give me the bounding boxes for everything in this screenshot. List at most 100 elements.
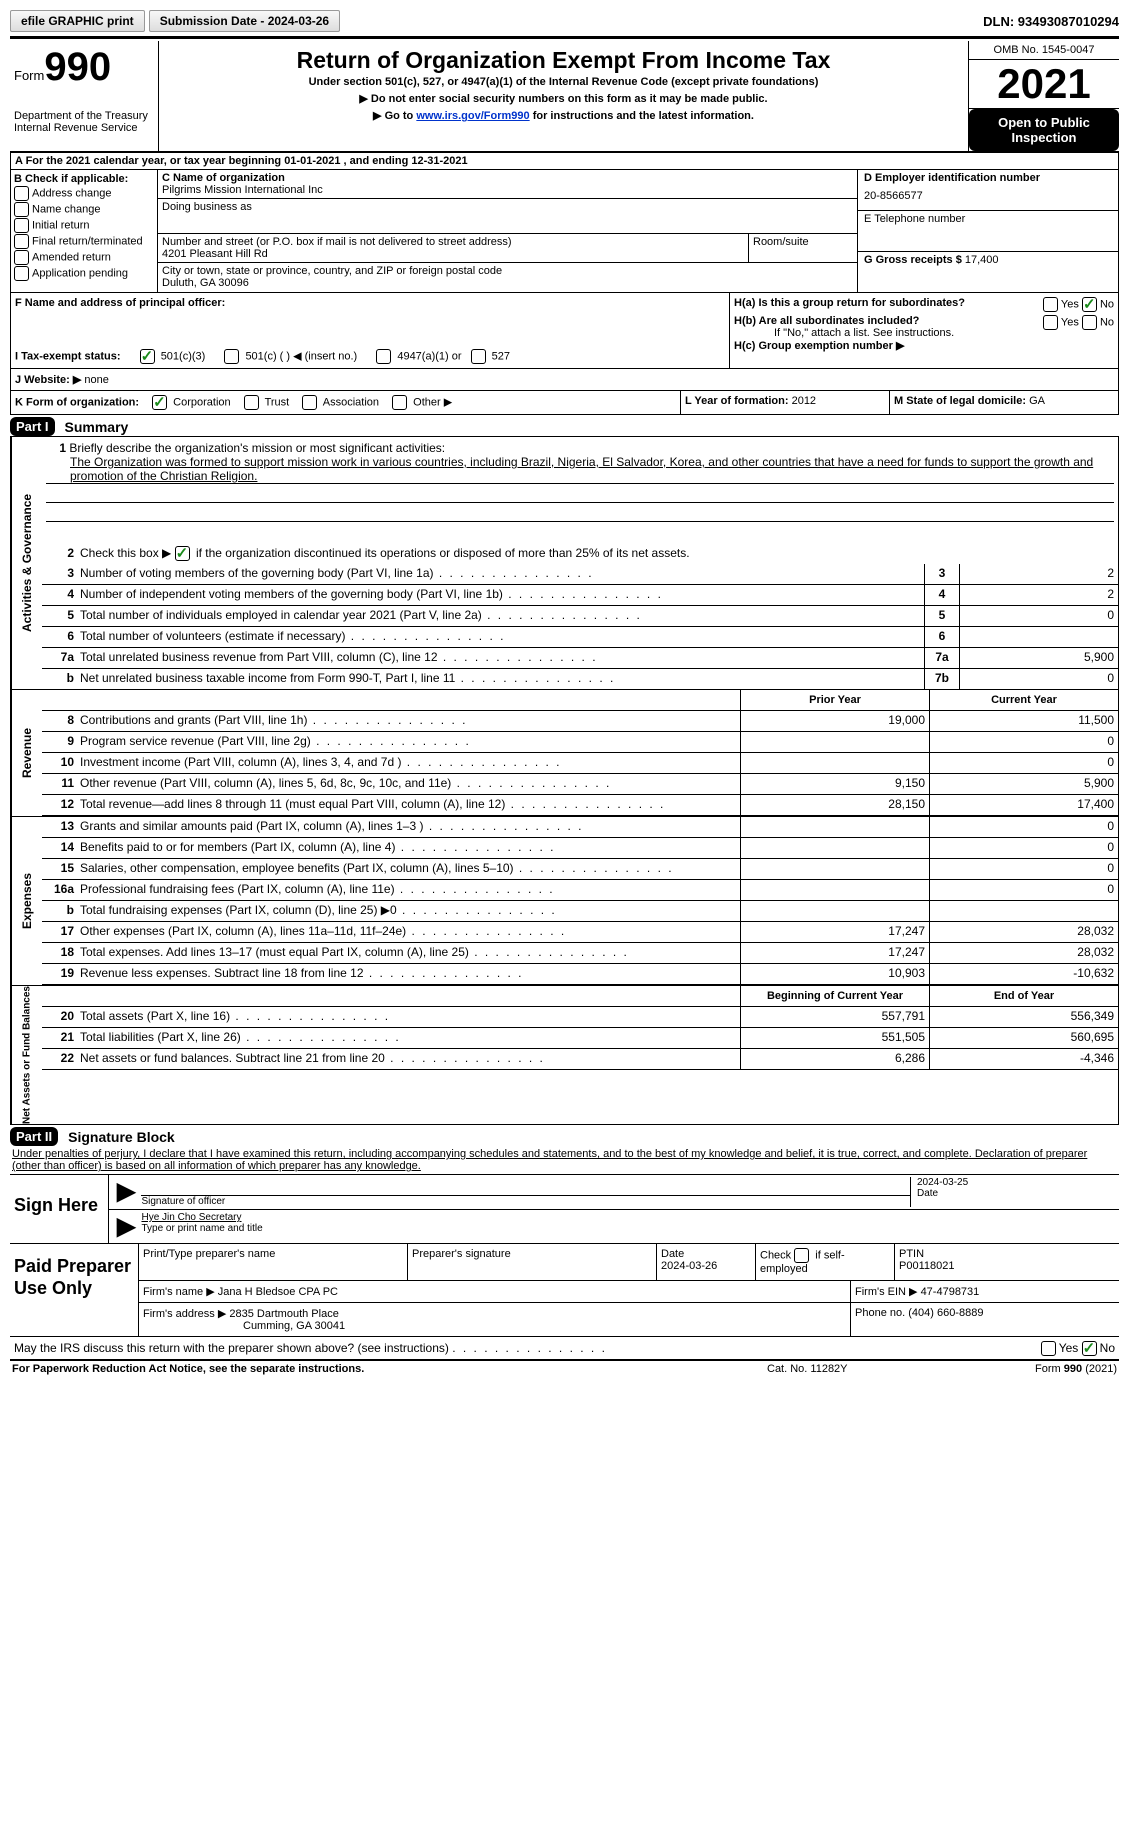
label-amended: Amended return [32,251,111,263]
opt-other: Other ▶ [413,396,452,408]
dba-label: Doing business as [162,201,853,213]
label-final: Final return/terminated [32,235,143,247]
check-501c[interactable] [224,349,239,364]
name-label: C Name of organization [162,172,853,184]
firm-addr1: 2835 Dartmouth Place [229,1308,338,1320]
opt-corp: Corporation [173,396,230,408]
opt-trust: Trust [265,396,290,408]
footer: For Paperwork Reduction Act Notice, see … [10,1361,1119,1377]
f-label: F Name and address of principal officer: [15,297,225,309]
officer-name: Hye Jin Cho Secretary [141,1212,1117,1223]
dln-text: DLN: 93493087010294 [983,14,1119,29]
check-pending[interactable] [14,266,29,281]
divider [10,36,1119,39]
part2-badge: Part II [10,1127,58,1146]
firm-name: Jana H Bledsoe CPA PC [218,1286,338,1298]
prior-header: Prior Year [740,690,929,710]
check-name[interactable] [14,202,29,217]
prep-name-label: Print/Type preparer's name [143,1248,403,1260]
check-discuss-no[interactable] [1082,1341,1097,1356]
check-trust[interactable] [244,395,259,410]
check-assoc[interactable] [302,395,317,410]
org-name: Pilgrims Mission International Inc [162,184,853,196]
col-b-header: B Check if applicable: [14,173,154,185]
efile-button[interactable]: efile GRAPHIC print [10,10,145,32]
activities-section: Activities & Governance 1 Briefly descri… [10,436,1119,690]
end-header: End of Year [929,986,1118,1006]
check-selfemp[interactable] [794,1248,809,1263]
l-value: 2012 [792,395,816,407]
check-4947[interactable] [376,349,391,364]
irs-link[interactable]: www.irs.gov/Form990 [416,110,529,122]
form-number: 990 [44,45,111,89]
check-ha-no[interactable] [1082,297,1097,312]
hc-label: H(c) Group exemption number ▶ [734,340,904,352]
arrow-icon: ▶ [111,1212,141,1241]
check-corp[interactable] [152,395,167,410]
check-other[interactable] [392,395,407,410]
irs-text: Internal Revenue Service [14,122,154,134]
dept-text: Department of the Treasury [14,110,154,122]
firm-phone: (404) 660-8889 [908,1307,983,1319]
check-address[interactable] [14,186,29,201]
check-hb-no[interactable] [1082,315,1097,330]
check-ha-yes[interactable] [1043,297,1058,312]
vtab-netassets: Net Assets or Fund Balances [11,986,42,1124]
preparer-block: Paid Preparer Use Only Print/Type prepar… [10,1244,1119,1337]
check-amended[interactable] [14,250,29,265]
room-label: Room/suite [749,234,857,262]
vtab-revenue: Revenue [11,690,42,816]
sig-date: 2024-03-25 [917,1177,1117,1188]
omb-number: OMB No. 1545-0047 [969,41,1119,60]
label-initial: Initial return [32,219,89,231]
sign-here: Sign Here [10,1175,108,1243]
expenses-section: Expenses 13Grants and similar amounts pa… [10,817,1119,986]
firm-addr2: Cumming, GA 30041 [243,1320,846,1332]
check-discontinued[interactable] [175,546,190,561]
check-initial[interactable] [14,218,29,233]
check-final[interactable] [14,234,29,249]
street-label: Number and street (or P.O. box if mail i… [162,236,744,248]
line2-pre: ▶ Go to [373,110,416,122]
opt-4947: 4947(a)(1) or [397,350,461,362]
footer-right: Form 990 (2021) [967,1363,1117,1375]
check-527[interactable] [471,349,486,364]
vtab-activities: Activities & Governance [11,437,42,689]
sig-date-label: Date [917,1188,1117,1199]
submission-button[interactable]: Submission Date - 2024-03-26 [149,10,340,32]
check-discuss-yes[interactable] [1041,1341,1056,1356]
part1-badge: Part I [10,417,55,436]
ein-value: 20-8566577 [864,190,1112,202]
hb-label: H(b) Are all subordinates included? [734,315,919,327]
street-value: 4201 Pleasant Hill Rd [162,248,744,260]
footer-center: Cat. No. 11282Y [767,1363,967,1375]
part1-header-row: Part I Summary [10,417,1119,436]
line2-post: for instructions and the latest informat… [530,110,754,122]
opt-527: 527 [492,350,510,362]
check-501c3[interactable] [140,349,155,364]
top-header: efile GRAPHIC print Submission Date - 20… [10,10,1119,32]
vtab-expenses: Expenses [11,817,42,985]
note-line2: ▶ Go to www.irs.gov/Form990 for instruct… [163,109,964,122]
row-fgh: F Name and address of principal officer:… [10,293,1119,369]
check-hb-yes[interactable] [1043,315,1058,330]
main-title: Return of Organization Exempt From Incom… [163,47,964,74]
footer-left: For Paperwork Reduction Act Notice, see … [12,1363,767,1375]
m-value: GA [1029,395,1045,407]
info-grid: B Check if applicable: Address change Na… [10,170,1119,293]
sign-block: Sign Here ▶ Signature of officer 2024-03… [10,1174,1119,1244]
m-label: M State of legal domicile: [894,395,1026,407]
label-address: Address change [32,187,112,199]
mission-text: The Organization was formed to support m… [70,455,1114,483]
opt-501c: 501(c) ( ) ◀ (insert no.) [245,350,357,362]
netassets-section: Net Assets or Fund Balances Beginning of… [10,986,1119,1125]
prep-sig-label: Preparer's signature [408,1244,657,1280]
label-namechg: Name change [32,203,101,215]
mission-label: Briefly describe the organization's miss… [69,441,445,455]
ein-label: D Employer identification number [864,172,1112,184]
sig-officer-label: Signature of officer [141,1196,910,1207]
discuss-text: May the IRS discuss this return with the… [14,1341,449,1355]
open-public: Open to Public Inspection [969,109,1119,151]
tax-year: 2021 [969,60,1119,109]
k-label: K Form of organization: [15,396,139,408]
